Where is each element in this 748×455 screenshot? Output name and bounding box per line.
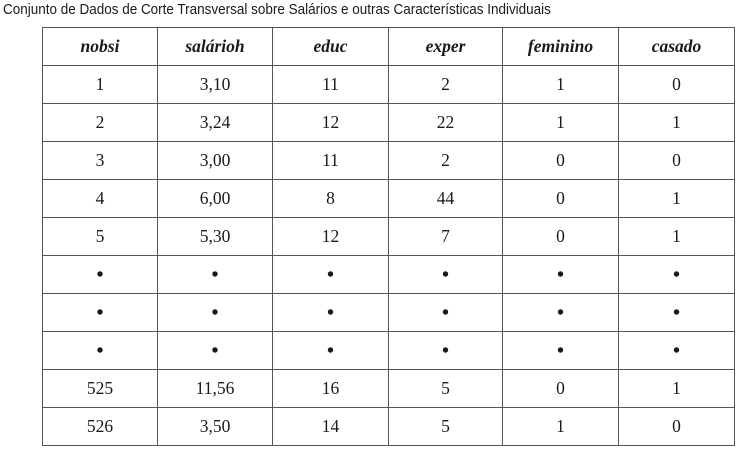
cell-nobsi: 2 — [42, 103, 158, 142]
ellipsis-dot: • — [388, 255, 503, 294]
cell-feminino: 1 — [502, 103, 619, 142]
column-header-feminino: feminino — [502, 27, 619, 66]
ellipsis-dot: • — [502, 293, 619, 332]
cell-salarioh: 3,00 — [157, 141, 273, 180]
cell-feminino: 0 — [502, 141, 619, 180]
cell-feminino: 1 — [502, 65, 619, 104]
cell-educ: 12 — [272, 217, 389, 256]
cell-feminino: 0 — [502, 369, 619, 408]
header-row: nobsi salárioh educ exper feminino casad… — [42, 27, 735, 66]
cell-educ: 14 — [272, 407, 389, 446]
cell-exper: 44 — [388, 179, 503, 218]
cell-salarioh: 5,30 — [157, 217, 273, 256]
cell-educ: 11 — [272, 141, 389, 180]
cell-nobsi: 1 — [42, 65, 158, 104]
table-row: 3 3,00 11 2 0 0 — [42, 141, 735, 180]
column-header-nobsi: nobsi — [42, 27, 158, 66]
cell-nobsi: 525 — [42, 369, 158, 408]
cell-feminino: 0 — [502, 217, 619, 256]
cell-exper: 5 — [388, 369, 503, 408]
ellipsis-dot: • — [272, 331, 389, 370]
cell-feminino: 0 — [502, 179, 619, 218]
ellipsis-dot: • — [157, 331, 273, 370]
ellipsis-dot: • — [272, 293, 389, 332]
cell-salarioh: 6,00 — [157, 179, 273, 218]
ellipsis-dot: • — [42, 255, 158, 294]
cell-salarioh: 3,50 — [157, 407, 273, 446]
cell-salarioh: 3,24 — [157, 103, 273, 142]
ellipsis-row: • • • • • • — [42, 255, 735, 294]
table-row: 2 3,24 12 22 1 1 — [42, 103, 735, 142]
cell-salarioh: 3,10 — [157, 65, 273, 104]
ellipsis-dot: • — [157, 255, 273, 294]
ellipsis-dot: • — [272, 255, 389, 294]
cell-exper: 2 — [388, 65, 503, 104]
ellipsis-dot: • — [618, 255, 735, 294]
table-row: 525 11,56 16 5 0 1 — [42, 369, 735, 408]
cell-casado: 1 — [618, 369, 735, 408]
ellipsis-dot: • — [502, 255, 619, 294]
ellipsis-dot: • — [388, 331, 503, 370]
table-row: 526 3,50 14 5 1 0 — [42, 407, 735, 446]
ellipsis-dot: • — [618, 293, 735, 332]
ellipsis-dot: • — [157, 293, 273, 332]
column-header-casado: casado — [618, 27, 735, 66]
cell-casado: 0 — [618, 65, 735, 104]
column-header-exper: exper — [388, 27, 503, 66]
cell-exper: 7 — [388, 217, 503, 256]
cell-educ: 11 — [272, 65, 389, 104]
cell-nobsi: 5 — [42, 217, 158, 256]
cell-exper: 5 — [388, 407, 503, 446]
ellipsis-dot: • — [42, 331, 158, 370]
cell-casado: 0 — [618, 141, 735, 180]
column-header-salarioh: salárioh — [157, 27, 273, 66]
cell-casado: 1 — [618, 103, 735, 142]
ellipsis-dot: • — [502, 331, 619, 370]
ellipsis-row: • • • • • • — [42, 293, 735, 332]
cell-nobsi: 4 — [42, 179, 158, 218]
cell-educ: 8 — [272, 179, 389, 218]
table-caption: Conjunto de Dados de Corte Transversal s… — [3, 2, 551, 18]
data-table: nobsi salárioh educ exper feminino casad… — [42, 27, 735, 446]
table-row: 5 5,30 12 7 0 1 — [42, 217, 735, 256]
ellipsis-dot: • — [618, 331, 735, 370]
cell-nobsi: 526 — [42, 407, 158, 446]
cell-casado: 1 — [618, 217, 735, 256]
ellipsis-dot: • — [42, 293, 158, 332]
column-header-educ: educ — [272, 27, 389, 66]
cell-nobsi: 3 — [42, 141, 158, 180]
cell-exper: 22 — [388, 103, 503, 142]
cell-educ: 12 — [272, 103, 389, 142]
cell-casado: 1 — [618, 179, 735, 218]
table-row: 1 3,10 11 2 1 0 — [42, 65, 735, 104]
cell-casado: 0 — [618, 407, 735, 446]
cell-salarioh: 11,56 — [157, 369, 273, 408]
ellipsis-dot: • — [388, 293, 503, 332]
table-row: 4 6,00 8 44 0 1 — [42, 179, 735, 218]
ellipsis-row: • • • • • • — [42, 331, 735, 370]
cell-educ: 16 — [272, 369, 389, 408]
cell-exper: 2 — [388, 141, 503, 180]
cell-feminino: 1 — [502, 407, 619, 446]
